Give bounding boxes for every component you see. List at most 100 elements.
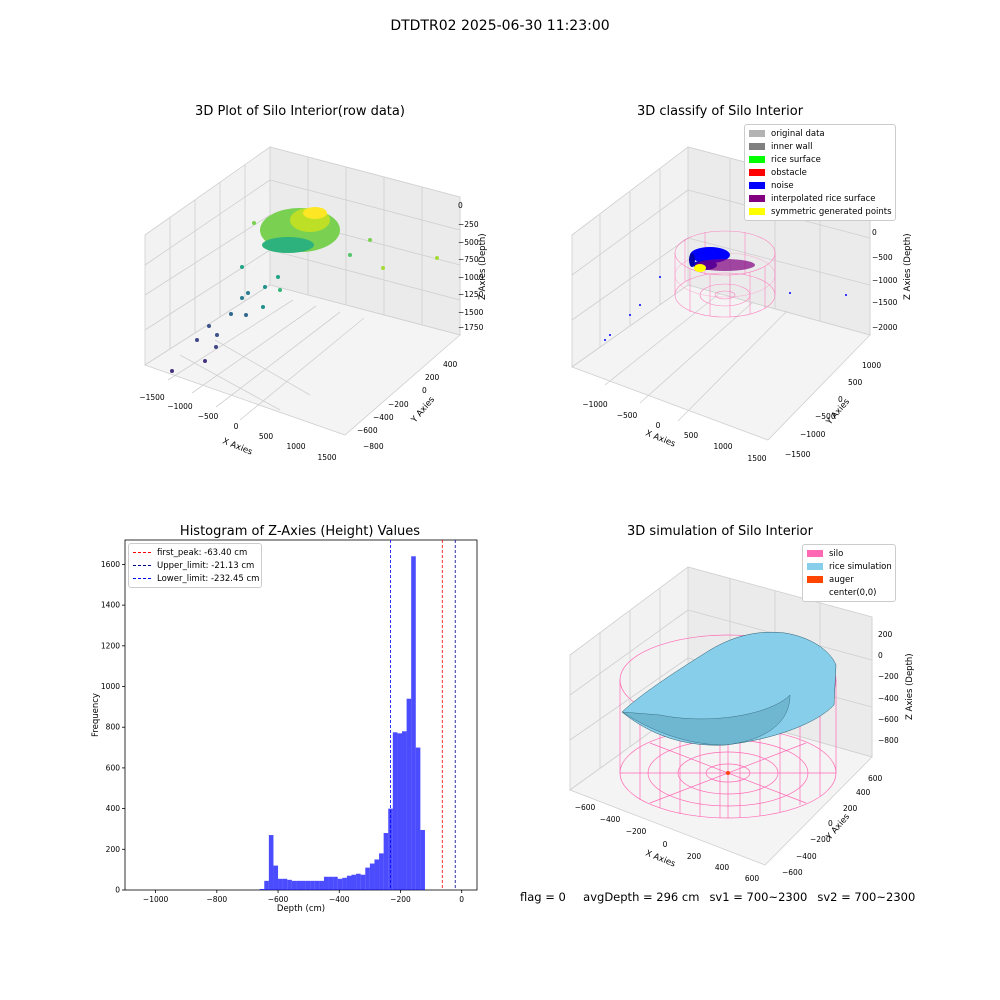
histogram-bar — [392, 732, 398, 890]
histogram-bar — [365, 867, 370, 890]
histogram-title: Histogram of Z-Axies (Height) Values — [179, 524, 421, 539]
z-tick: 0 — [458, 201, 463, 210]
histogram-bar — [333, 876, 338, 890]
legend-swatch — [749, 182, 765, 189]
histogram-bar — [420, 829, 425, 890]
histogram-bar — [264, 880, 269, 890]
legend-item: auger — [803, 573, 895, 586]
z-tick: −250 — [458, 220, 479, 229]
z-axis-label: Z Axies (Depth) — [478, 233, 488, 300]
sv2-text: sv2 = 700~2300 — [817, 890, 916, 904]
histogram-bar — [356, 873, 361, 890]
histogram-bar — [369, 863, 375, 890]
y-ticks: 0 200 400 600 800 1000 1200 1400 1600 — [101, 560, 125, 895]
y-tick-label: 1400 — [101, 601, 120, 610]
legend-swatch — [807, 576, 823, 583]
x-tick: 500 — [259, 432, 274, 441]
y-tick: −200 — [810, 835, 831, 844]
x-tick: −1500 — [139, 393, 165, 402]
y-tick-labels: 600 400 200 0 −200 −400 −600 — [782, 774, 883, 877]
histogram-bar — [360, 874, 366, 890]
z-tick: 200 — [878, 630, 893, 639]
z-tick: −2000 — [872, 323, 898, 332]
simulation-legend: silo rice simulation auger center(0,0) — [802, 544, 896, 602]
x-axis-label: Depth (cm) — [277, 904, 325, 914]
y-tick: −1000 — [800, 430, 826, 439]
legend-swatch — [749, 143, 765, 150]
x-tick: 600 — [745, 874, 760, 883]
y-tick: 0 — [838, 395, 843, 404]
x-tick: 200 — [687, 852, 702, 861]
x-tick: −1000 — [582, 400, 608, 409]
x-tick: −600 — [575, 803, 596, 812]
histogram-bar — [305, 880, 311, 890]
legend-label: interpolated rice surface — [771, 193, 876, 204]
legend-label: auger — [829, 574, 854, 585]
x-ticks: −1000 −800 −600 −400 −200 0 — [143, 890, 464, 904]
panel4-title: 3D simulation of Silo Interior — [627, 524, 813, 539]
simulation-3d-plot: 200 0 −200 −400 −600 −800 −600 −400 −200… — [569, 566, 915, 883]
histogram-bar — [402, 731, 407, 890]
y-tick: 600 — [868, 774, 883, 783]
legend-item: center(0,0) — [803, 586, 895, 599]
classify-legend: original data inner wall rice surface obsta… — [744, 124, 896, 221]
legend-label: original data — [771, 128, 825, 139]
reference-lines — [390, 540, 456, 890]
y-tick: 200 — [425, 373, 440, 382]
histogram-bar — [291, 880, 297, 890]
y-axis-label: Y Axies — [409, 395, 437, 426]
y-tick: −800 — [363, 442, 384, 451]
histogram-bar — [287, 879, 292, 890]
z-tick-labels: 200 0 −200 −400 −600 −800 — [878, 630, 899, 745]
y-tick-labels: 400 200 0 −200 −400 −600 −800 — [357, 360, 458, 451]
histogram-bar — [337, 878, 343, 890]
y-tick: −500 — [815, 412, 836, 421]
raw-3d-scatter-plot: 0 −250 −500 −750 −1000 −1250 −1500 −1750… — [139, 146, 488, 462]
auger-marker — [726, 771, 730, 775]
scatter-points-outliers — [170, 221, 439, 373]
x-tick-labels: −1000 −500 0 500 1000 1500 — [582, 400, 766, 463]
legend-item: noise — [745, 179, 895, 192]
histogram-bars — [259, 556, 425, 890]
histogram-bar — [319, 880, 324, 890]
histogram-bar — [314, 880, 320, 890]
x-tick: 1000 — [713, 442, 732, 451]
legend-label: Lower_limit: -232.45 cm — [157, 573, 260, 584]
histogram-legend: first_peak: -63.40 cm Upper_limit: -21.13… — [128, 543, 262, 588]
x-tick-label: −600 — [268, 895, 289, 904]
z-tick: −1000 — [458, 273, 484, 282]
legend-line-sample — [133, 578, 151, 579]
y-tick-label: 1200 — [101, 641, 120, 650]
y-tick-label: 1600 — [101, 560, 120, 569]
x-tick-labels: −600 −400 −200 0 200 400 600 — [575, 803, 760, 883]
histogram-bar — [273, 865, 279, 890]
histogram-bar — [383, 833, 389, 890]
x-tick: −400 — [600, 815, 621, 824]
legend-label: inner wall — [771, 141, 813, 152]
y-tick-label: 400 — [106, 804, 121, 813]
x-tick: 1500 — [747, 454, 766, 463]
legend-swatch — [807, 589, 823, 596]
legend-item: Upper_limit: -21.13 cm — [129, 559, 261, 572]
y-tick: −600 — [782, 868, 803, 877]
histogram-bar — [328, 876, 334, 890]
x-tick-label: 0 — [459, 895, 464, 904]
x-tick-labels: −1500 −1000 −500 0 500 1000 1500 — [139, 393, 336, 462]
x-tick-label: −800 — [207, 895, 228, 904]
x-tick: −500 — [198, 412, 219, 421]
legend-swatch — [749, 208, 765, 215]
panel1-title: 3D Plot of Silo Interior(row data) — [195, 104, 405, 119]
panel2-title: 3D classify of Silo Interior — [636, 104, 804, 119]
legend-label: center(0,0) — [829, 587, 877, 598]
histogram-bar — [406, 698, 412, 890]
y-tick: −400 — [796, 852, 817, 861]
z-tick: −1500 — [872, 298, 898, 307]
classify-3d-plot: 0 −500 −1000 −1500 −2000 −1000 −500 0 50… — [571, 146, 913, 463]
legend-swatch — [749, 195, 765, 202]
legend-item: inner wall — [745, 140, 895, 153]
classified-points — [604, 247, 847, 341]
histogram-bar — [351, 874, 357, 890]
histogram-bar — [388, 808, 393, 890]
legend-swatch — [749, 130, 765, 137]
z-tick-labels: 0 −500 −1000 −1500 −2000 — [872, 228, 898, 332]
